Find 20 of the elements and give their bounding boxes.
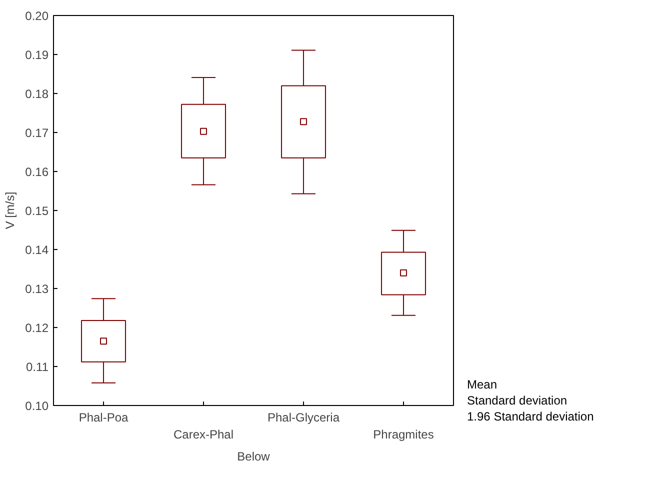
x-tick-label: Phal-Glyceria xyxy=(267,410,340,424)
y-tick-label: 0.18 xyxy=(25,87,49,101)
x-tick-label: Phragmites xyxy=(373,427,434,442)
x-axis-title: Below xyxy=(237,449,270,464)
y-tick-label: 0.11 xyxy=(26,360,49,374)
y-tick-label: 0.17 xyxy=(25,126,49,140)
y-tick-label: 0.15 xyxy=(25,204,49,218)
text: Mean xyxy=(467,377,498,392)
y-tick-label: 0.12 xyxy=(25,321,49,335)
x-tick-label: Phal-Poa xyxy=(78,410,129,424)
y-tick-label: 0.13 xyxy=(25,282,49,296)
y-axis-title: V [m/s] xyxy=(3,192,18,230)
text: Standard deviation xyxy=(467,393,568,408)
y-tick-label: 0.19 xyxy=(25,48,49,62)
x-tick-label: Carex-Phal xyxy=(173,427,234,442)
y-tick-label: 0.10 xyxy=(25,399,49,413)
y-tick-label: 0.14 xyxy=(25,243,49,257)
y-tick-label: 0.16 xyxy=(25,165,49,179)
text: 1.96 Standard deviation xyxy=(467,410,594,424)
y-tick-label: 0.20 xyxy=(25,9,49,23)
